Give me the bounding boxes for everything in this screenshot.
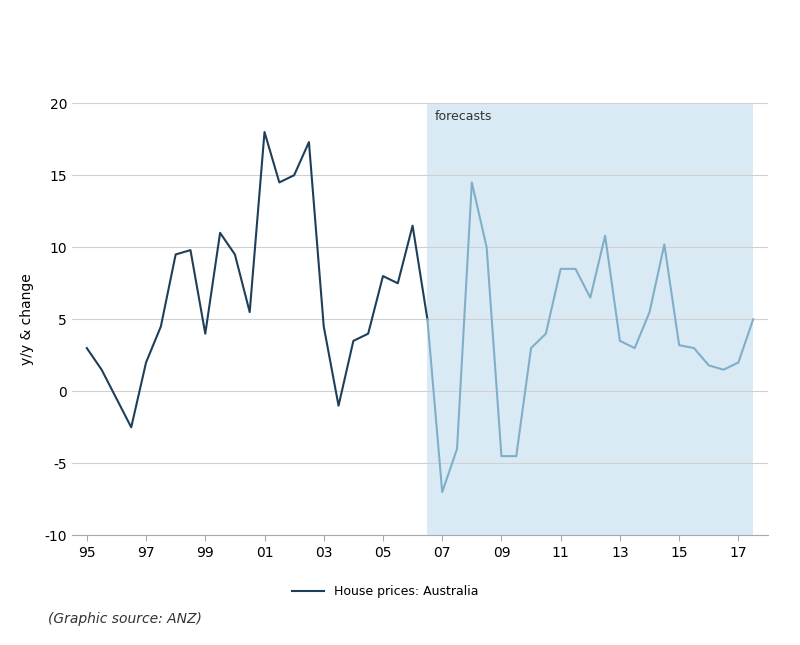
Y-axis label: y/y & change: y/y & change — [19, 273, 34, 365]
Text: forecasts: forecasts — [435, 110, 492, 123]
Bar — [427, 103, 753, 535]
Legend: House prices: Australia: House prices: Australia — [287, 580, 483, 604]
Text: (Graphic source: ANZ): (Graphic source: ANZ) — [48, 611, 202, 626]
Text: Housing price forecasts: Housing price forecasts — [233, 38, 567, 62]
